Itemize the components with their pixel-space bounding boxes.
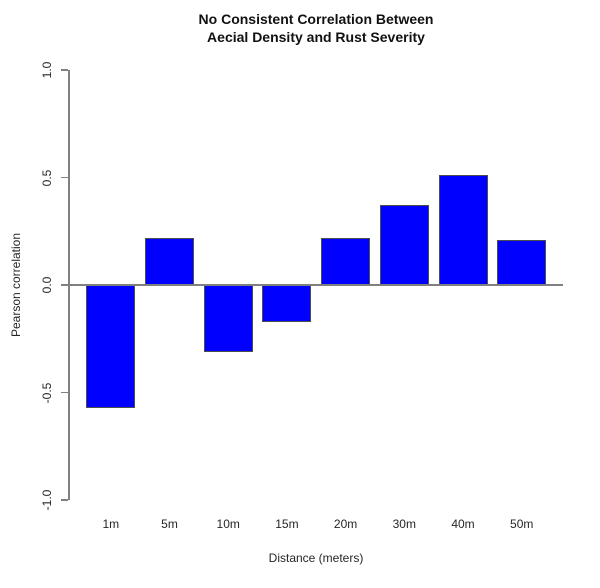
y-axis-tick <box>61 391 68 394</box>
y-axis-title: Pearson correlation <box>9 232 23 338</box>
y-axis-tick <box>61 284 68 286</box>
bar-10m <box>203 285 253 352</box>
y-axis-tick-label: -1.0 <box>40 489 54 511</box>
y-axis-tick-label: -0.5 <box>40 382 54 403</box>
x-category-label: 15m <box>275 517 299 531</box>
bar-5m <box>145 237 194 285</box>
chart-title-line-1: No Consistent Correlation Between <box>198 11 434 27</box>
bar-50m <box>497 239 547 285</box>
y-axis-line <box>68 70 70 500</box>
y-axis-tick <box>61 499 68 501</box>
chart-title-line-2: Aecial Density and Rust Severity <box>207 29 425 45</box>
x-category-label: 1m <box>102 517 120 531</box>
chart-title: No Consistent Correlation Between Aecial… <box>199 10 434 46</box>
y-axis-tick <box>61 69 68 71</box>
y-axis-tick-label: 0.5 <box>40 169 54 186</box>
x-category-label: 5m <box>161 517 178 531</box>
bar-1m <box>86 285 136 408</box>
y-axis-tick <box>61 176 68 179</box>
x-category-label: 20m <box>333 517 358 531</box>
y-axis-tick-label: 1.0 <box>40 61 54 79</box>
x-axis-title: Distance (meters) <box>268 551 364 565</box>
bar-30m <box>379 205 429 285</box>
bar-20m <box>321 237 371 285</box>
bar-40m <box>438 175 488 285</box>
zero-line <box>69 284 563 286</box>
x-category-label: 30m <box>392 517 416 531</box>
y-axis-tick-label: 0.0 <box>40 276 54 294</box>
x-category-label: 50m <box>510 517 534 531</box>
x-category-label: 10m <box>216 517 240 531</box>
x-category-label: 40m <box>451 517 475 531</box>
bar-15m <box>262 285 312 322</box>
